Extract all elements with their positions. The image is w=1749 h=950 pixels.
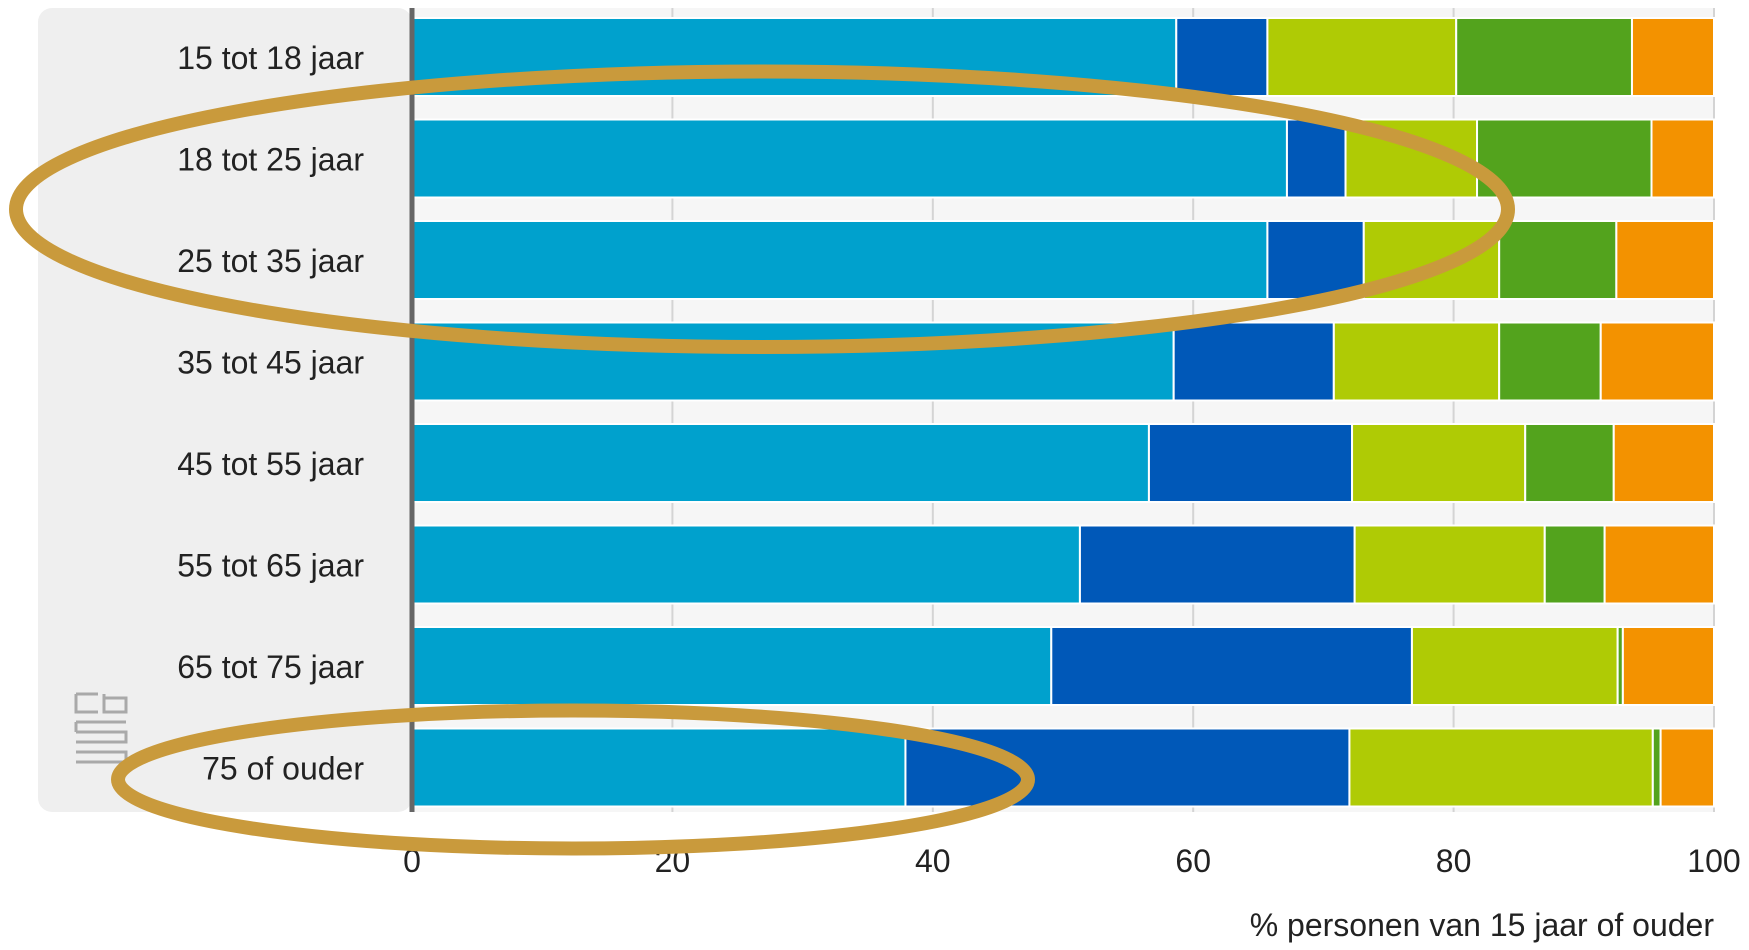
bar-segment: [1599, 321, 1715, 402]
bar-segment: [1612, 423, 1715, 503]
bar-segment: [1353, 524, 1546, 605]
bar-segment: [1175, 17, 1269, 97]
bar-segment: [1078, 524, 1356, 605]
bar-segment: [1476, 118, 1653, 199]
category-label: 45 tot 55 jaar: [177, 446, 364, 482]
x-axis-label: % personen van 15 jaar of ouder: [1250, 907, 1715, 943]
bar-segment: [1543, 524, 1606, 605]
x-tick-label: 60: [1175, 843, 1211, 879]
bar-segment: [411, 727, 907, 808]
category-label: 65 tot 75 jaar: [177, 649, 364, 685]
bar-segment: [1498, 220, 1618, 300]
bar-segment: [1147, 423, 1354, 503]
bar-segment: [1172, 321, 1335, 402]
x-tick-label: 40: [915, 843, 951, 879]
bar-segment: [1621, 626, 1715, 706]
bar-segment: [411, 220, 1269, 300]
x-tick-label: 0: [403, 843, 421, 879]
bar-segment: [1266, 17, 1458, 97]
bar-segment: [1285, 118, 1347, 199]
category-label: 35 tot 45 jaar: [177, 345, 364, 381]
bars: [411, 17, 1716, 808]
bar-segment: [1351, 423, 1527, 503]
highlight-ellipse: [9, 64, 1515, 354]
category-label: 25 tot 35 jaar: [177, 243, 364, 279]
bar-segment: [1524, 423, 1615, 503]
category-label: 15 tot 18 jaar: [177, 40, 364, 76]
category-labels: 15 tot 18 jaar 18 tot 25 jaar 25 tot 35 ja…: [177, 40, 364, 787]
bar-segment: [411, 118, 1288, 199]
highlight-annotations: [9, 64, 1515, 856]
bar-segment: [1348, 727, 1654, 808]
category-label: 75 of ouder: [202, 751, 364, 787]
category-label: 18 tot 25 jaar: [177, 142, 364, 178]
bar-segment: [1603, 524, 1715, 605]
x-tick-label: 80: [1436, 843, 1472, 879]
bar-segment: [1630, 17, 1715, 97]
bar-segment: [411, 423, 1150, 503]
bar-segment: [1498, 321, 1602, 402]
category-label: 55 tot 65 jaar: [177, 548, 364, 584]
bar-segment: [1332, 321, 1501, 402]
category-label-panel: [38, 8, 412, 812]
bar-segment: [1455, 17, 1633, 97]
bar-segment: [1615, 220, 1715, 300]
x-tick-label: 100: [1687, 843, 1740, 879]
cbs-logo-icon: [74, 692, 128, 764]
bar-segment: [1410, 626, 1619, 706]
bar-segment: [1659, 727, 1716, 808]
bar-segment: [411, 524, 1081, 605]
highlight-ellipse: [111, 703, 1035, 856]
bar-segment: [1050, 626, 1413, 706]
bar-segment: [1651, 727, 1662, 808]
bar-segment: [411, 626, 1053, 706]
bar-segment: [1650, 118, 1716, 199]
